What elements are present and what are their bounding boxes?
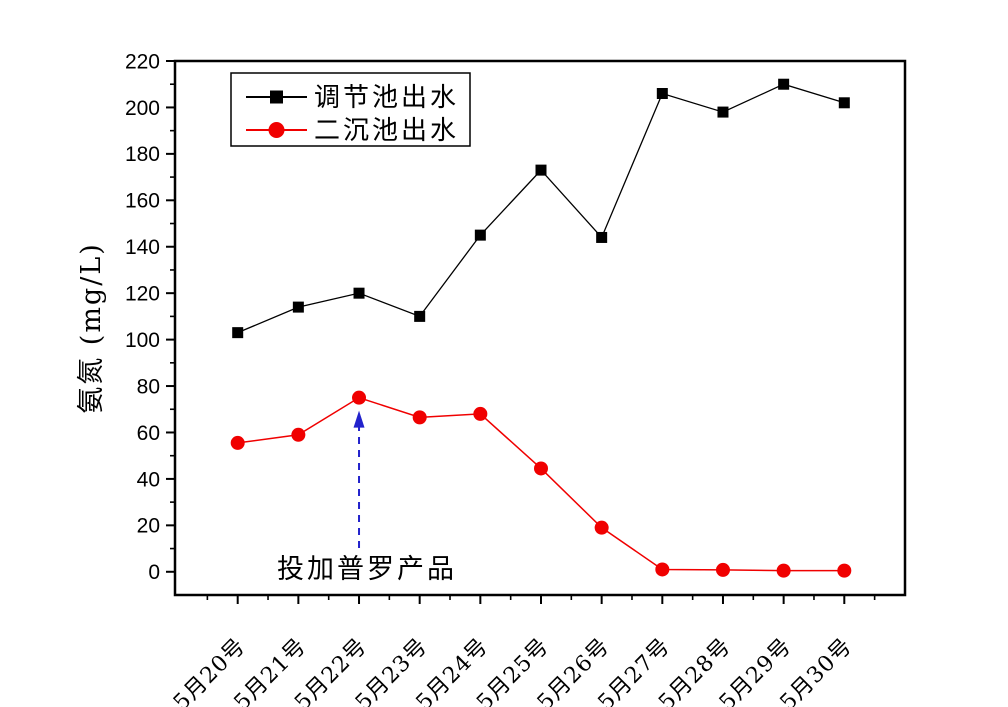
data-point-marker-series1: [534, 461, 548, 476]
data-point-marker-series0: [292, 301, 304, 313]
legend-marker-1: [268, 122, 285, 138]
data-point-marker-series1: [473, 406, 488, 421]
data-point-marker-series0: [474, 229, 486, 241]
annotation-arrow-head: [353, 410, 365, 428]
data-point-marker-series1: [594, 520, 609, 535]
y-tick-label: 20: [137, 515, 160, 538]
data-point-marker-series1: [291, 427, 306, 442]
legend-label-1: 二沉池出水: [314, 116, 459, 146]
y-tick-label: 100: [125, 329, 160, 352]
y-axis-title: 氨氮 (mg/L): [76, 242, 107, 414]
data-point-marker-series1: [230, 435, 245, 450]
data-point-marker-series0: [535, 164, 547, 176]
y-tick-label: 220: [125, 50, 160, 73]
data-point-marker-series0: [414, 310, 426, 322]
data-point-marker-series0: [778, 78, 790, 90]
y-tick-label: 200: [125, 97, 160, 120]
data-point-marker-series1: [655, 562, 670, 577]
y-tick-label: 120: [125, 283, 160, 306]
data-point-marker-series1: [715, 562, 730, 577]
data-point-marker-series0: [353, 287, 365, 299]
y-tick-label: 140: [125, 236, 160, 259]
data-point-marker-series1: [352, 390, 367, 405]
y-tick-label: 160: [125, 190, 160, 213]
data-point-marker-series0: [596, 231, 608, 243]
data-point-marker-series1: [837, 563, 852, 578]
data-point-marker-series0: [717, 106, 729, 118]
y-tick-label: 40: [137, 468, 160, 491]
y-tick-label: 180: [125, 143, 160, 166]
data-point-marker-series1: [776, 563, 791, 578]
legend-label-0: 调节池出水: [314, 83, 459, 113]
y-tick-label: 0: [148, 561, 160, 584]
legend-marker-0: [270, 90, 283, 104]
plot-border: [173, 59, 907, 597]
y-tick-label: 60: [137, 422, 160, 445]
annotation-text: 投加普罗产品: [277, 554, 457, 585]
data-point-marker-series1: [412, 410, 427, 425]
y-tick-label: 80: [137, 375, 160, 398]
data-point-marker-series0: [232, 327, 244, 339]
data-point-marker-series0: [838, 97, 850, 109]
data-point-marker-series0: [656, 88, 668, 100]
